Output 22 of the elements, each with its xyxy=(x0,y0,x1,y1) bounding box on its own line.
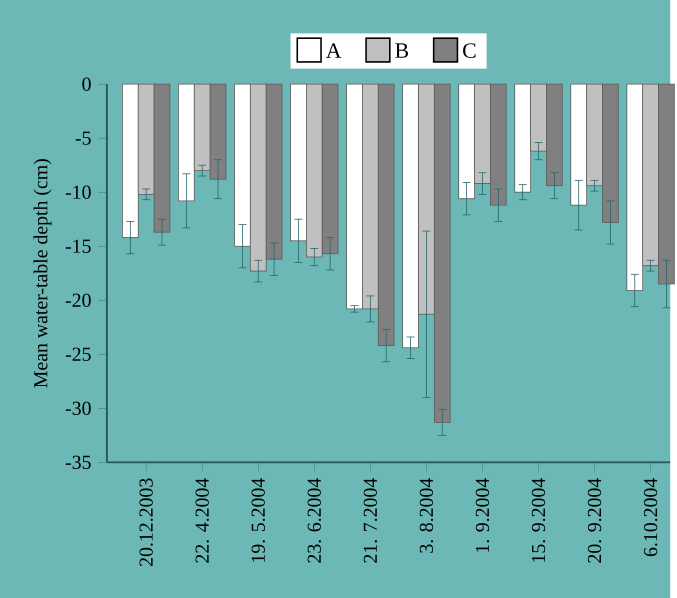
legend-label: A xyxy=(326,43,342,58)
x-tick-label: 1. 9.2004 xyxy=(476,478,490,552)
x-tick-label: 19. 5.2004 xyxy=(252,478,265,562)
y-tick-label: -5 xyxy=(76,132,91,145)
y-tick-label: -15 xyxy=(66,240,91,253)
x-tick-label: 6.10.2004 xyxy=(644,478,658,556)
y-tick-label: -20 xyxy=(66,294,91,307)
x-tick-label: 20. 9.2004 xyxy=(588,478,602,563)
y-axis-title: Mean water-table depth (cm) xyxy=(34,159,52,388)
y-tick-label: -10 xyxy=(66,186,91,199)
legend-label: C xyxy=(463,43,476,58)
y-tick-label: -30 xyxy=(66,402,91,415)
x-tick-label: 22. 4.2004 xyxy=(195,478,209,563)
x-tick-label: 3. 8.2004 xyxy=(420,478,434,553)
y-tick-label: -35 xyxy=(66,456,91,469)
x-tick-label: 21. 7.2004 xyxy=(364,478,378,563)
x-tick-label: 20.12.2003 xyxy=(139,478,153,566)
x-tick-label: 15. 9.2004 xyxy=(532,478,546,562)
y-tick-label: 0 xyxy=(82,77,91,91)
x-tick-label: 23. 6.2004 xyxy=(308,478,322,563)
y-tick-label: -25 xyxy=(66,348,91,361)
legend-label: B xyxy=(395,43,408,58)
